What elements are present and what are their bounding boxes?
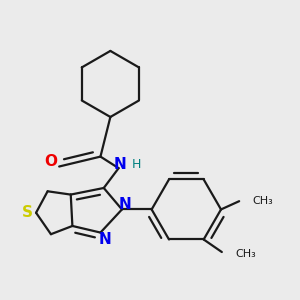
- Text: O: O: [44, 154, 57, 169]
- Text: N: N: [99, 232, 112, 247]
- Text: N: N: [114, 157, 127, 172]
- Text: H: H: [132, 158, 142, 171]
- Text: CH₃: CH₃: [252, 196, 273, 206]
- Text: N: N: [119, 197, 132, 212]
- Text: CH₃: CH₃: [235, 249, 256, 259]
- Text: S: S: [22, 205, 33, 220]
